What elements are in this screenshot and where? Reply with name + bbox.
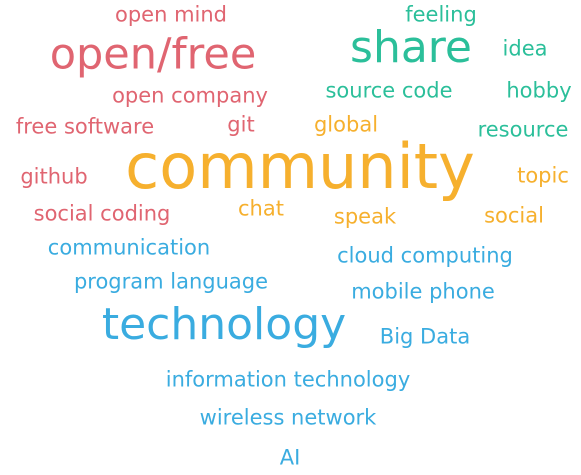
word-cloud-computing: cloud computing <box>337 243 513 268</box>
word-free-software: free software <box>15 114 155 139</box>
word-open-mind: open mind <box>114 2 228 27</box>
word-speak: speak <box>333 204 397 229</box>
word-open-company: open company <box>112 83 268 108</box>
word-wireless-network: wireless network <box>199 405 377 430</box>
word-social-coding: social coding <box>33 201 171 226</box>
word-github: github <box>20 164 88 189</box>
word-feeling: feeling <box>405 2 477 27</box>
word-share: share <box>350 22 472 73</box>
word-community: community <box>125 130 475 203</box>
word-chat: chat <box>238 196 284 221</box>
word-information-technology: information technology <box>165 367 411 392</box>
word-communication: communication <box>47 235 211 260</box>
word-idea: idea <box>502 36 548 61</box>
word-source-code: source code <box>325 78 453 103</box>
word-big-data: Big Data <box>379 324 471 349</box>
word-mobile-phone: mobile phone <box>351 279 495 304</box>
word-resource: resource <box>477 117 569 142</box>
word-topic: topic <box>517 163 569 188</box>
word-hobby: hobby <box>506 78 572 103</box>
word-ai: AI <box>279 445 301 470</box>
word-social: social <box>484 203 544 228</box>
word-program-language: program language <box>73 269 269 294</box>
word-git: git <box>227 112 255 137</box>
word-global: global <box>313 112 379 137</box>
word-open-free: open/free <box>49 29 257 80</box>
word-technology: technology <box>101 299 347 350</box>
